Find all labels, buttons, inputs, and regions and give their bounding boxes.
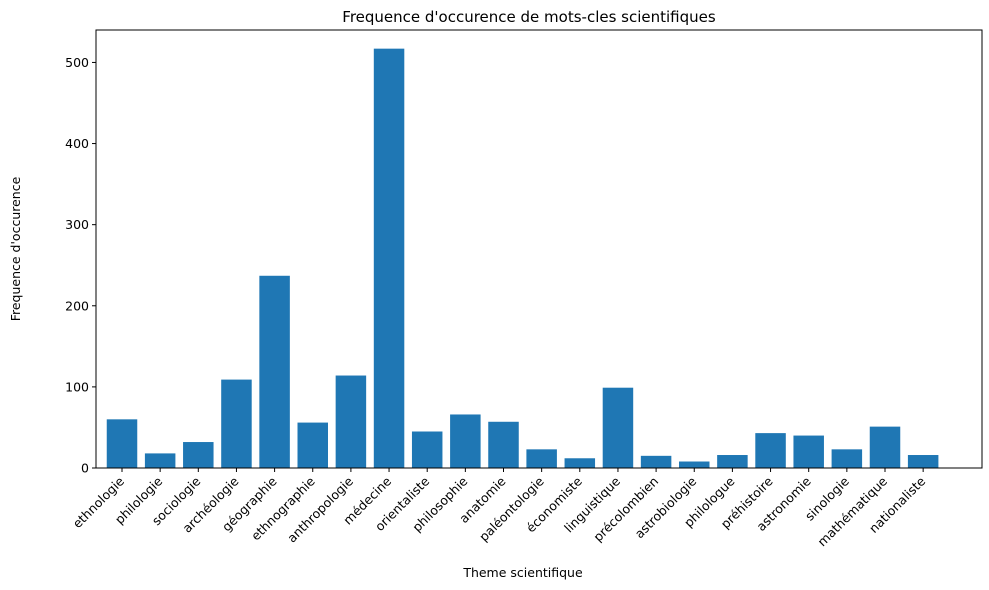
y-tick-label-200: 200 [65,298,89,313]
bar-précolombien [640,455,672,468]
y-tick-label-500: 500 [65,55,89,70]
y-tick-label-100: 100 [65,379,89,394]
plot-area: 0100200300400500ethnologiephilologiesoci… [65,29,983,549]
y-tick-label-400: 400 [65,136,89,151]
chart-title: Frequence d'occurence de mots-cles scien… [342,8,716,26]
bar-philologie [144,453,176,468]
bar-philologue [717,455,748,468]
bar-ethnologie [106,419,138,468]
bar-ethnographie [297,422,328,468]
bar-mathématique [869,426,901,468]
bar-nationaliste [907,455,939,468]
x-axis-label: Theme scientifique [462,565,583,580]
plot-frame [95,29,983,469]
bar-anatomie [488,421,519,468]
bar-orientaliste [411,431,443,468]
bar-philosophie [450,414,481,468]
bar-paléontologie [526,449,557,468]
x-tick-label-anthropologie: anthropologie [284,473,356,545]
bar-anthropologie [335,375,367,468]
bar-médecine [373,48,405,468]
bar-astronomie [793,435,824,468]
bar-astrobiologie [679,461,710,468]
bar-archéologie [221,379,252,468]
bar-économiste [564,458,596,468]
y-tick-label-0: 0 [81,461,89,476]
bar-préhistoire [755,433,786,468]
bar-linguistique [602,387,634,468]
y-axis-label: Frequence d'occurence [8,176,23,321]
bar-sociologie [183,442,214,468]
bar-sinologie [831,449,863,468]
bar-géographie [259,275,290,468]
y-tick-label-300: 300 [65,217,89,232]
